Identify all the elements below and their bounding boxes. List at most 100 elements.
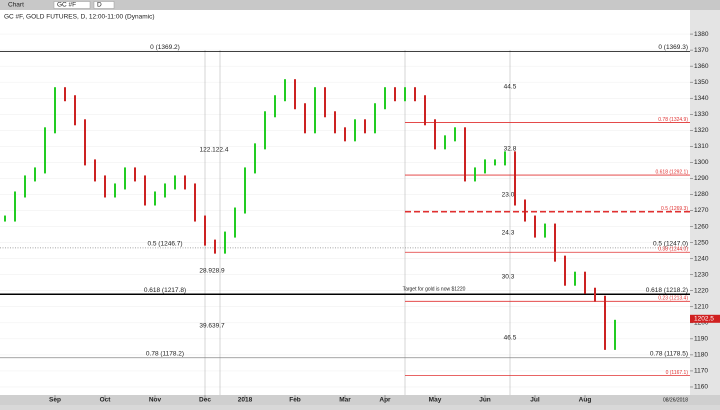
price-bar xyxy=(64,87,66,102)
last-price-label: 1202.5 xyxy=(694,316,714,323)
x-tick-label: Oct xyxy=(100,397,112,404)
price-bar xyxy=(34,167,36,182)
annotation: 122.122.4 xyxy=(200,147,229,154)
x-tick-label: Aug xyxy=(579,397,592,404)
x-tick-label: 2018 xyxy=(238,397,253,404)
fib-label: 0.618 (1217.8) xyxy=(144,287,186,294)
price-bar xyxy=(514,151,516,206)
price-bar xyxy=(564,255,566,286)
x-tick-label: Jun xyxy=(479,397,491,404)
price-bar xyxy=(464,127,466,182)
y-tick-label: 1240 xyxy=(694,255,709,262)
price-bar xyxy=(534,215,536,238)
fib-label: 0 (1167.1) xyxy=(666,370,689,376)
price-bar xyxy=(214,239,216,254)
price-bar xyxy=(44,127,46,174)
time-axis xyxy=(0,395,720,405)
price-bar xyxy=(224,231,226,254)
price-bar xyxy=(604,295,606,350)
price-bar xyxy=(354,119,356,142)
price-bar xyxy=(334,111,336,134)
price-axis xyxy=(690,10,720,395)
price-bar xyxy=(184,175,186,190)
price-bar xyxy=(364,119,366,134)
toolbar-tab[interactable]: Chart xyxy=(8,2,24,9)
annotation: 32.8 xyxy=(504,146,517,153)
symbol-input[interactable]: GC #F xyxy=(57,2,76,9)
fib-label: 0 (1369.3) xyxy=(658,44,688,51)
x-tick-label: Jul xyxy=(530,397,540,404)
fib-label: 0.618 (1218.2) xyxy=(646,287,688,294)
price-bar xyxy=(314,87,316,134)
fib-label: 0.38 (1244.0) xyxy=(658,247,688,253)
plot-area xyxy=(0,10,690,395)
interval-input[interactable]: D xyxy=(97,2,102,9)
x-tick-label: Mar xyxy=(339,397,351,404)
interval-box[interactable] xyxy=(93,1,115,9)
x-tick-label: May xyxy=(429,397,442,404)
price-bar xyxy=(174,175,176,190)
y-tick-label: 1260 xyxy=(694,223,709,230)
toolbar xyxy=(0,0,720,10)
price-bar xyxy=(594,287,596,302)
price-bar xyxy=(234,207,236,238)
price-bar xyxy=(84,119,86,166)
price-bar xyxy=(264,111,266,150)
price-bar xyxy=(144,175,146,206)
y-tick-label: 1180 xyxy=(694,352,708,359)
price-bar xyxy=(444,135,446,150)
annotation: 39.639.7 xyxy=(199,323,225,330)
price-bar xyxy=(394,87,396,102)
symbol-box[interactable] xyxy=(53,1,91,9)
x-tick-label: Nov xyxy=(149,397,162,404)
price-bar xyxy=(94,159,96,182)
x-tick-label: Apr xyxy=(379,397,391,404)
price-bar xyxy=(4,215,6,222)
price-bar xyxy=(294,79,296,110)
price-bar xyxy=(554,223,556,262)
date-stamp: 08/26/2018 xyxy=(663,397,688,403)
y-tick-label: 1360 xyxy=(694,63,709,70)
price-bar xyxy=(194,183,196,222)
price-bar xyxy=(114,183,116,198)
fib-label: 0.78 (1178.2) xyxy=(146,351,184,358)
y-tick-label: 1340 xyxy=(694,95,709,102)
price-bar xyxy=(584,271,586,294)
price-bar xyxy=(614,319,616,350)
price-bar xyxy=(484,159,486,174)
price-bar xyxy=(384,87,386,110)
price-bar xyxy=(154,191,156,206)
price-bar xyxy=(244,167,246,214)
price-bar xyxy=(134,167,136,182)
x-tick-label: Dec xyxy=(199,397,211,404)
price-bar xyxy=(74,95,76,126)
annotation: 23.0 xyxy=(502,192,515,199)
y-tick-label: 1190 xyxy=(694,336,708,343)
y-tick-label: 1350 xyxy=(694,79,709,86)
annotation: 30.3 xyxy=(502,274,515,281)
price-bar xyxy=(274,95,276,118)
price-bar xyxy=(14,191,16,222)
annotation: 24.3 xyxy=(502,230,515,237)
y-tick-label: 1160 xyxy=(694,384,708,391)
price-bar xyxy=(24,175,26,198)
price-bar xyxy=(344,127,346,142)
fib-label: 0.618 (1292.1) xyxy=(655,169,688,175)
price-bar xyxy=(494,159,496,166)
price-bar xyxy=(324,87,326,118)
y-tick-label: 1300 xyxy=(694,159,709,166)
price-bar xyxy=(474,167,476,182)
price-bar xyxy=(434,119,436,150)
y-tick-label: 1280 xyxy=(694,191,709,198)
price-bar xyxy=(574,271,576,286)
price-bar xyxy=(504,151,506,166)
price-bar xyxy=(374,103,376,134)
fib-label: 0.5 (1269.3) xyxy=(661,206,688,212)
fib-label: 0.5 (1247.0) xyxy=(653,241,688,248)
y-tick-label: 1370 xyxy=(694,47,709,54)
price-bar xyxy=(524,199,526,222)
price-bar xyxy=(104,175,106,198)
fib-label: 0.78 (1324.9) xyxy=(658,117,688,123)
y-tick-label: 1290 xyxy=(694,175,709,182)
